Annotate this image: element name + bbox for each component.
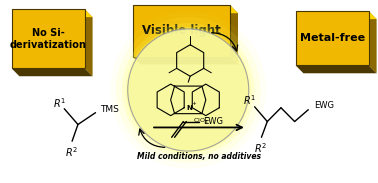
Text: $\mathregular{ClO_4^-}$: $\mathregular{ClO_4^-}$ xyxy=(193,117,211,126)
Polygon shape xyxy=(12,9,93,17)
Text: No Si-
derivatization: No Si- derivatization xyxy=(10,28,87,50)
FancyBboxPatch shape xyxy=(133,5,230,57)
Circle shape xyxy=(110,11,266,169)
Text: $\mathit{R}^2$: $\mathit{R}^2$ xyxy=(65,145,77,159)
Text: N: N xyxy=(186,105,192,111)
Text: Visible light: Visible light xyxy=(142,25,221,38)
Polygon shape xyxy=(133,57,238,64)
Text: Metal-free: Metal-free xyxy=(300,33,365,43)
Text: $\mathit{R}^1$: $\mathit{R}^1$ xyxy=(53,96,66,110)
Text: Mild conditions, no additives: Mild conditions, no additives xyxy=(137,152,261,161)
Text: +: + xyxy=(192,101,197,106)
Polygon shape xyxy=(296,11,376,19)
FancyBboxPatch shape xyxy=(296,11,369,65)
Polygon shape xyxy=(230,5,238,64)
Polygon shape xyxy=(85,9,93,76)
Polygon shape xyxy=(133,5,238,13)
Circle shape xyxy=(126,27,251,153)
Polygon shape xyxy=(369,11,376,73)
Text: $\mathit{R}^2$: $\mathit{R}^2$ xyxy=(254,141,267,155)
Circle shape xyxy=(116,17,260,163)
FancyBboxPatch shape xyxy=(12,9,85,68)
Text: $\mathit{R}^1$: $\mathit{R}^1$ xyxy=(243,93,256,107)
Circle shape xyxy=(128,29,249,151)
Text: EWG: EWG xyxy=(314,101,334,110)
Polygon shape xyxy=(12,68,93,76)
Circle shape xyxy=(122,23,255,157)
Text: EWG: EWG xyxy=(203,117,223,126)
Text: TMS: TMS xyxy=(100,105,119,114)
Polygon shape xyxy=(296,65,376,73)
